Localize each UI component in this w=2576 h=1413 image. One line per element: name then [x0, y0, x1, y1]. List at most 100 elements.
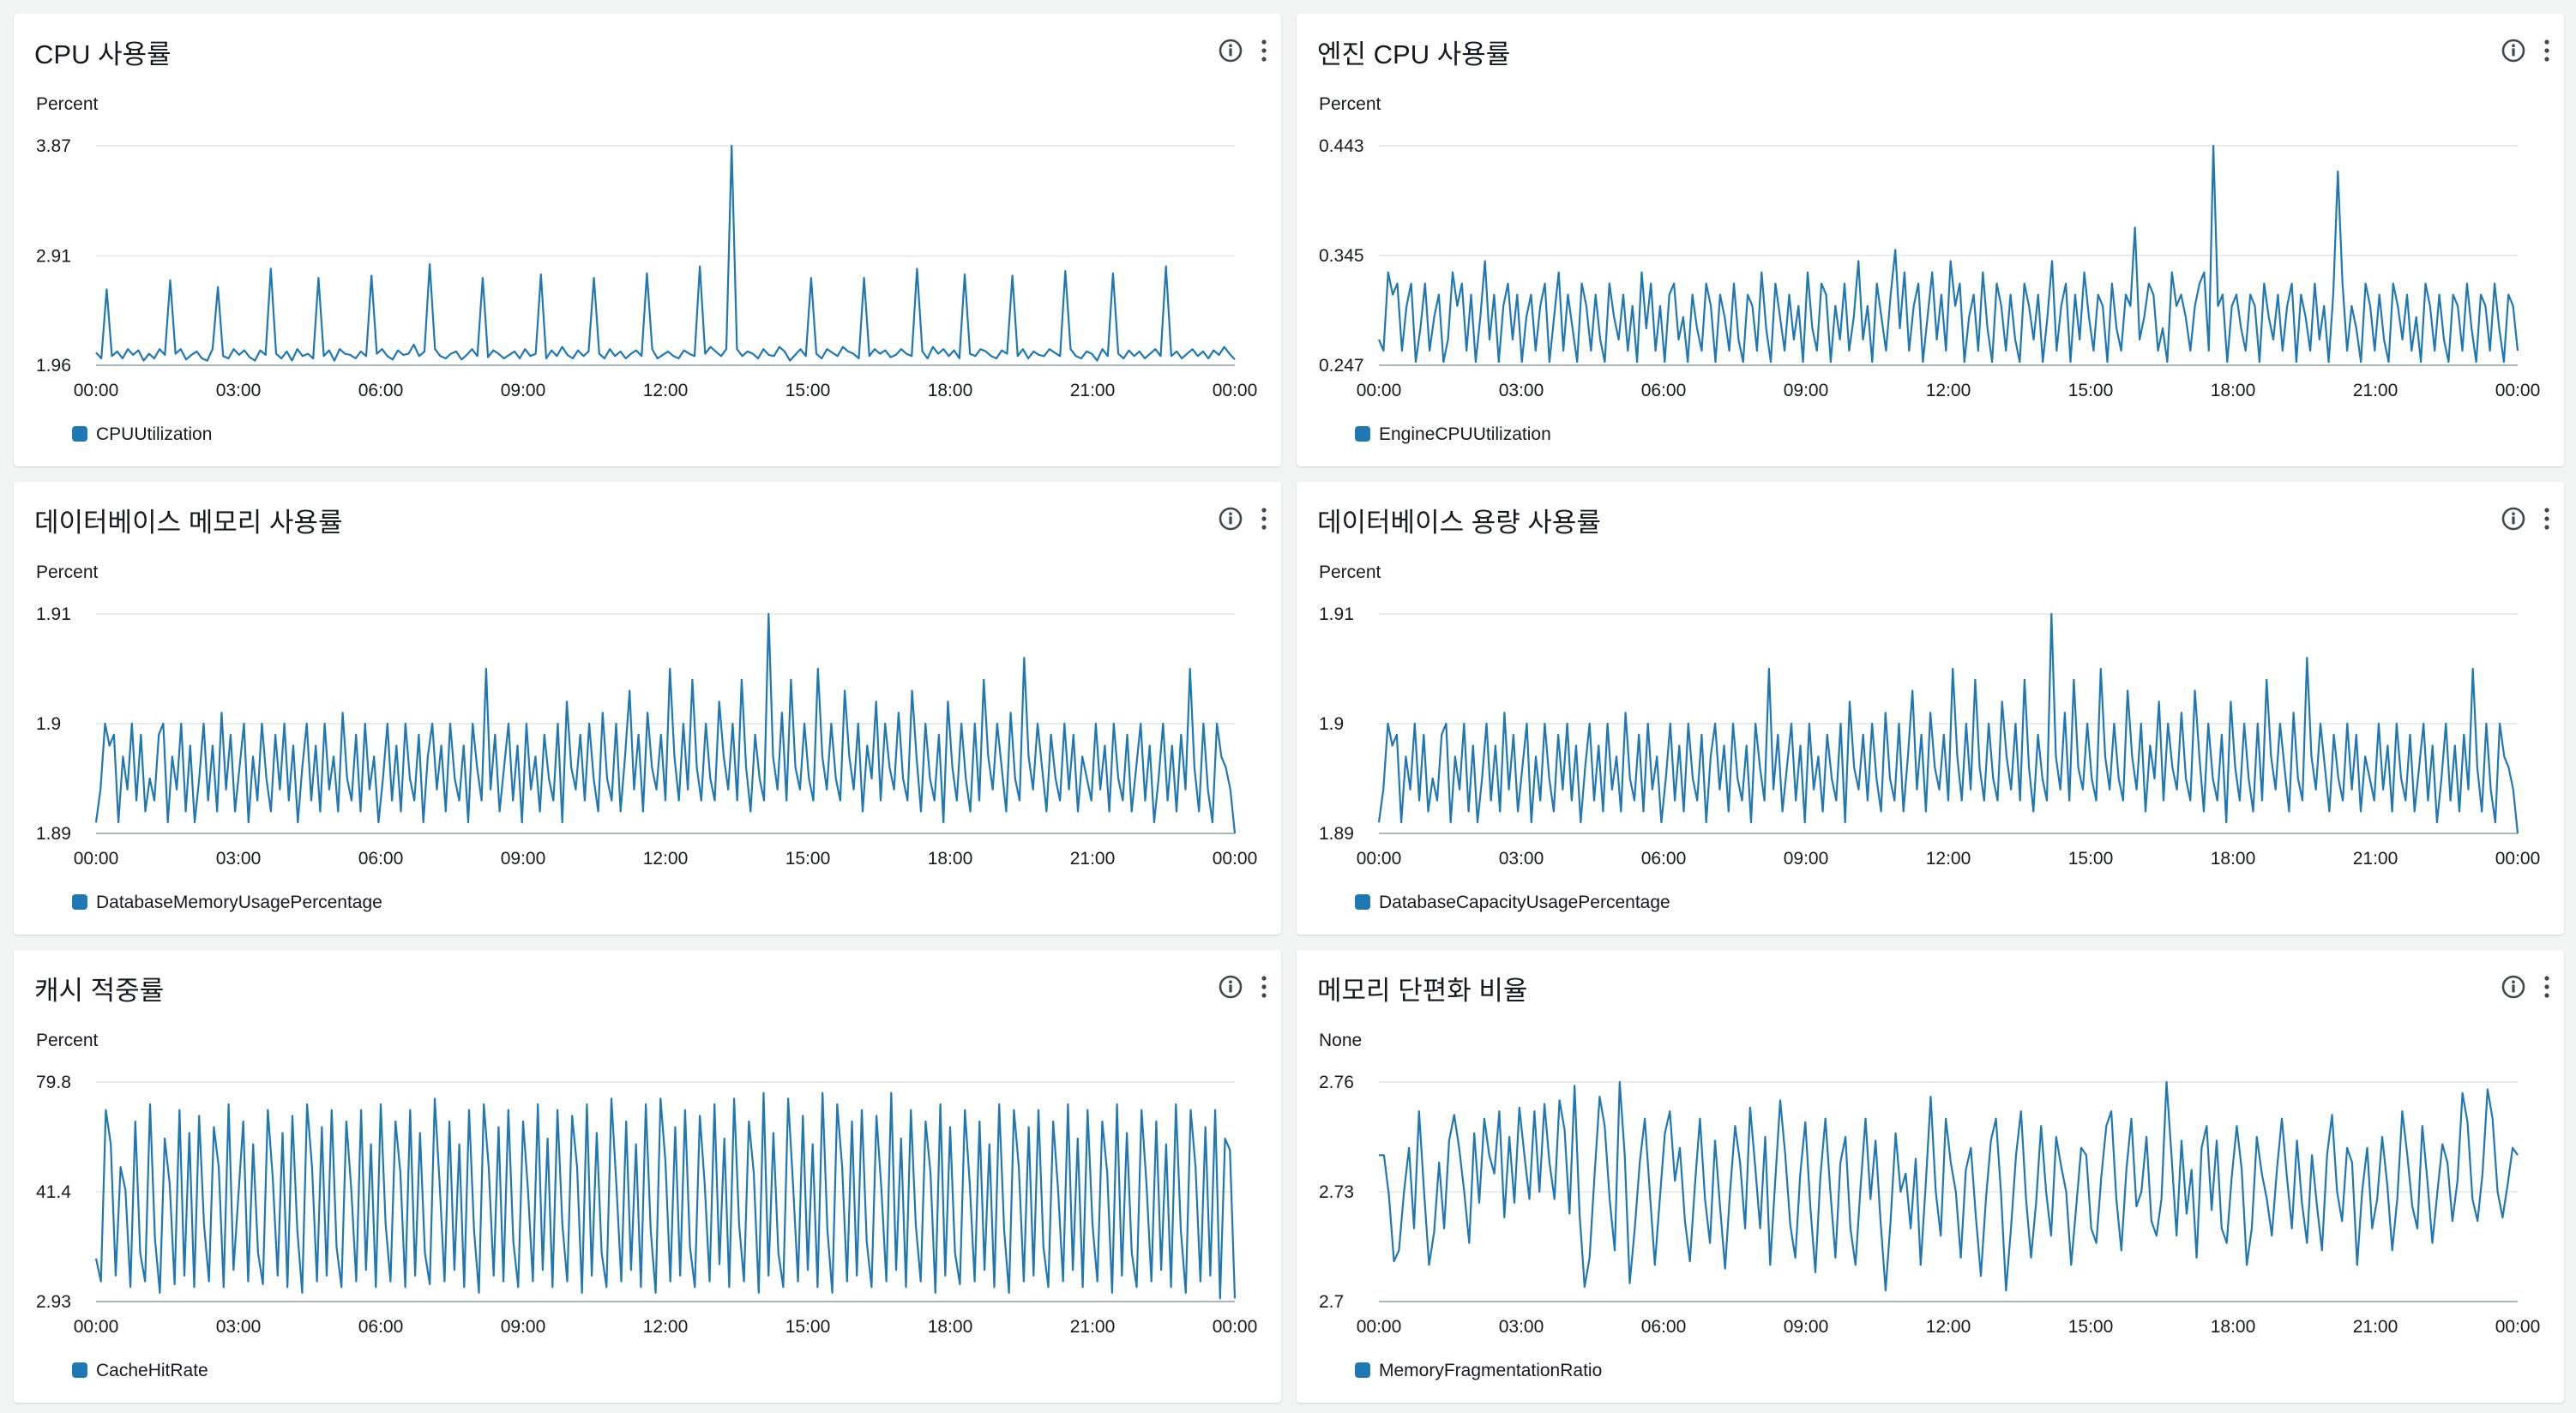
x-tick-label: 00:00 [1357, 1317, 1402, 1337]
y-tick-label: 1.9 [1319, 714, 1344, 734]
info-icon[interactable] [2501, 506, 2526, 532]
widget-title: 엔진 CPU 사용률 [1317, 39, 1511, 69]
legend-swatch[interactable] [72, 426, 87, 442]
y-axis-unit-label: Percent [36, 94, 99, 114]
x-tick-label: 09:00 [1784, 1317, 1829, 1337]
legend-label[interactable]: CPUUtilization [96, 424, 212, 444]
y-axis-unit-label: None [1319, 1031, 1362, 1050]
y-axis-unit-label: Percent [1319, 94, 1381, 114]
x-tick-label: 06:00 [358, 381, 404, 400]
y-tick-label: 3.87 [36, 136, 71, 156]
x-tick-label: 06:00 [1641, 1317, 1687, 1337]
more-options-icon[interactable] [2540, 974, 2554, 1000]
x-tick-label: 21:00 [1070, 849, 1116, 869]
widget-title: 캐시 적중률 [34, 976, 165, 1006]
x-tick-label: 12:00 [1926, 381, 1971, 400]
x-tick-label: 21:00 [2353, 381, 2398, 400]
x-tick-label: 00:00 [1213, 1317, 1258, 1337]
y-tick-label: 1.91 [36, 604, 71, 624]
x-tick-label: 00:00 [1213, 381, 1258, 400]
series-line[interactable] [94, 612, 1237, 834]
more-options-icon[interactable] [2540, 38, 2554, 63]
x-tick-label: 15:00 [785, 1317, 831, 1337]
x-tick-label: 18:00 [928, 381, 973, 400]
widget-database-capacity-usage: 데이터베이스 용량 사용률 Percent 1.89 1.9 1.91 00:00 03:… [1297, 482, 2564, 935]
series-line[interactable] [1377, 612, 2519, 834]
more-options-icon[interactable] [1257, 506, 1271, 532]
widget-memory-fragmentation-ratio: 메모리 단편화 비율 None 2.7 2.73 2.76 00:00 03:00 06:0… [1297, 950, 2564, 1403]
x-tick-label: 12:00 [643, 849, 689, 869]
series-line[interactable] [95, 144, 1236, 362]
x-tick-label: 09:00 [501, 381, 546, 400]
x-tick-label: 00:00 [2495, 849, 2541, 869]
legend-swatch[interactable] [72, 1362, 87, 1378]
info-icon[interactable] [1218, 974, 1243, 1000]
line-chart: None 2.7 2.73 2.76 00:00 03:00 06:00 09:00 12:00… [1319, 1031, 2540, 1380]
x-tick-label: 18:00 [2211, 1317, 2256, 1337]
x-tick-label: 18:00 [928, 849, 973, 869]
legend-label[interactable]: CacheHitRate [96, 1361, 208, 1380]
y-tick-label: 41.4 [36, 1182, 71, 1202]
line-chart: Percent 2.93 41.4 79.8 00:00 03:00 06:00 09:00 1… [36, 1031, 1258, 1380]
line-chart: Percent 0.247 0.345 0.443 00:00 03:00 06:00 09:… [1319, 94, 2541, 444]
x-tick-label: 09:00 [1784, 849, 1829, 869]
y-tick-label: 2.91 [36, 247, 71, 267]
legend-label[interactable]: DatabaseMemoryUsagePercentage [96, 893, 382, 912]
series-line[interactable] [94, 1091, 1237, 1300]
series-line[interactable] [1379, 1080, 2519, 1292]
x-tick-label: 15:00 [2068, 1317, 2114, 1337]
x-tick-label: 03:00 [1499, 849, 1544, 869]
x-tick-label: 00:00 [1357, 381, 1402, 400]
x-tick-label: 06:00 [1641, 849, 1687, 869]
line-chart: Percent 1.96 2.91 3.87 00:00 03:00 06:00 09:00 1… [36, 94, 1258, 444]
info-icon[interactable] [1218, 506, 1243, 532]
widget-engine-cpu-utilization: 엔진 CPU 사용률 Percent 0.247 0.345 0.443 00:00 03… [1297, 14, 2564, 466]
y-tick-label: 2.73 [1319, 1182, 1354, 1202]
legend-swatch[interactable] [72, 894, 87, 910]
x-tick-label: 12:00 [1926, 849, 1971, 869]
x-tick-label: 06:00 [358, 849, 404, 869]
info-icon[interactable] [1218, 38, 1243, 63]
legend-label[interactable]: MemoryFragmentationRatio [1379, 1361, 1602, 1380]
x-tick-label: 21:00 [1070, 1317, 1116, 1337]
x-tick-label: 15:00 [785, 849, 831, 869]
x-tick-label: 06:00 [358, 1317, 404, 1337]
legend-swatch[interactable] [1355, 426, 1370, 442]
x-tick-label: 00:00 [2495, 381, 2541, 400]
y-tick-label: 1.89 [1319, 824, 1354, 844]
legend-swatch[interactable] [1355, 1362, 1370, 1378]
widget-cache-hit-rate: 캐시 적중률 Percent 2.93 41.4 79.8 00:00 03:00 06:0… [14, 950, 1281, 1403]
x-tick-label: 09:00 [1784, 381, 1829, 400]
legend-label[interactable]: DatabaseCapacityUsagePercentage [1379, 893, 1670, 912]
legend-label[interactable]: EngineCPUUtilization [1379, 424, 1551, 444]
legend-swatch[interactable] [1355, 894, 1370, 910]
x-tick-label: 15:00 [2068, 849, 2114, 869]
x-tick-label: 00:00 [1357, 849, 1402, 869]
y-tick-label: 2.93 [36, 1292, 71, 1312]
y-axis-unit-label: Percent [36, 562, 99, 582]
info-icon[interactable] [2501, 974, 2526, 1000]
x-tick-label: 00:00 [74, 849, 119, 869]
more-options-icon[interactable] [1257, 974, 1271, 1000]
widget-title: 데이터베이스 용량 사용률 [1317, 508, 1601, 538]
x-tick-label: 09:00 [501, 849, 546, 869]
x-tick-label: 18:00 [2211, 381, 2256, 400]
x-tick-label: 12:00 [643, 1317, 689, 1337]
widget-title: 메모리 단편화 비율 [1317, 976, 1528, 1006]
x-tick-label: 00:00 [74, 1317, 119, 1337]
y-tick-label: 0.443 [1319, 136, 1364, 156]
y-tick-label: 1.9 [36, 714, 61, 734]
widget-title: 데이터베이스 메모리 사용률 [34, 508, 343, 538]
widget-title: CPU 사용률 [34, 39, 172, 69]
x-tick-label: 15:00 [2068, 381, 2114, 400]
info-icon[interactable] [2501, 38, 2526, 63]
y-tick-label: 2.7 [1319, 1292, 1344, 1312]
series-line[interactable] [1377, 144, 2519, 364]
more-options-icon[interactable] [2540, 506, 2554, 532]
widget-database-memory-usage: 데이터베이스 메모리 사용률 Percent 1.89 1.9 1.91 00:00 03… [14, 482, 1281, 935]
x-tick-label: 21:00 [1070, 381, 1116, 400]
y-tick-label: 0.247 [1319, 356, 1364, 376]
more-options-icon[interactable] [1257, 38, 1271, 63]
x-tick-label: 15:00 [785, 381, 831, 400]
